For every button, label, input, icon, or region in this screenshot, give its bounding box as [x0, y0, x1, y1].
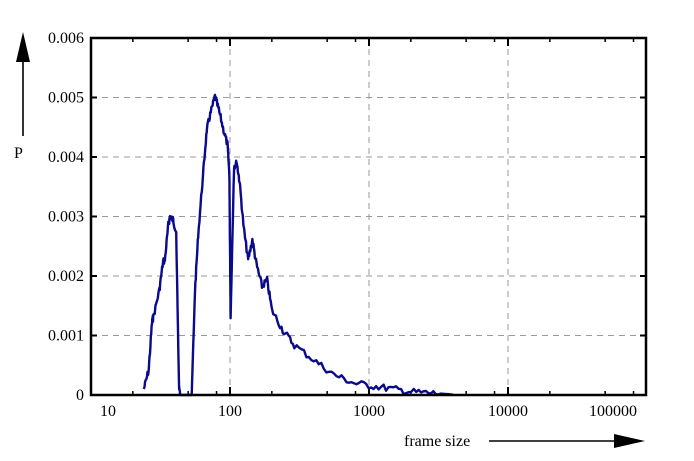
y-tick-labels: 0 0.001 0.002 0.003 0.004 0.005 0.006 [48, 30, 84, 404]
y-tick-label: 0.005 [48, 90, 84, 107]
x-tick-label: 10 [100, 403, 116, 420]
x-tick-label: 1000 [353, 403, 385, 420]
y-axis-arrow [16, 32, 30, 136]
y-tick-label: 0.003 [48, 209, 84, 226]
x-axis-label: frame size [404, 433, 470, 450]
x-tick-label: 10000 [488, 403, 528, 420]
y-tick-label: 0.004 [48, 149, 84, 166]
y-tick-label: 0.002 [48, 268, 84, 285]
y-tick-label: 0.001 [48, 328, 84, 345]
x-tick-label: 100 [218, 403, 242, 420]
data-series-line [142, 93, 453, 397]
x-tick-label: 100000 [589, 403, 637, 420]
y-tick-label: 0 [76, 387, 84, 404]
gridlines [91, 38, 646, 395]
plot-frame [89, 36, 648, 397]
x-tick-labels: 10 100 1000 10000 100000 [100, 403, 637, 420]
y-axis-label: P [14, 145, 23, 162]
x-axis-arrow [489, 434, 645, 448]
y-tick-label: 0.006 [48, 30, 84, 47]
